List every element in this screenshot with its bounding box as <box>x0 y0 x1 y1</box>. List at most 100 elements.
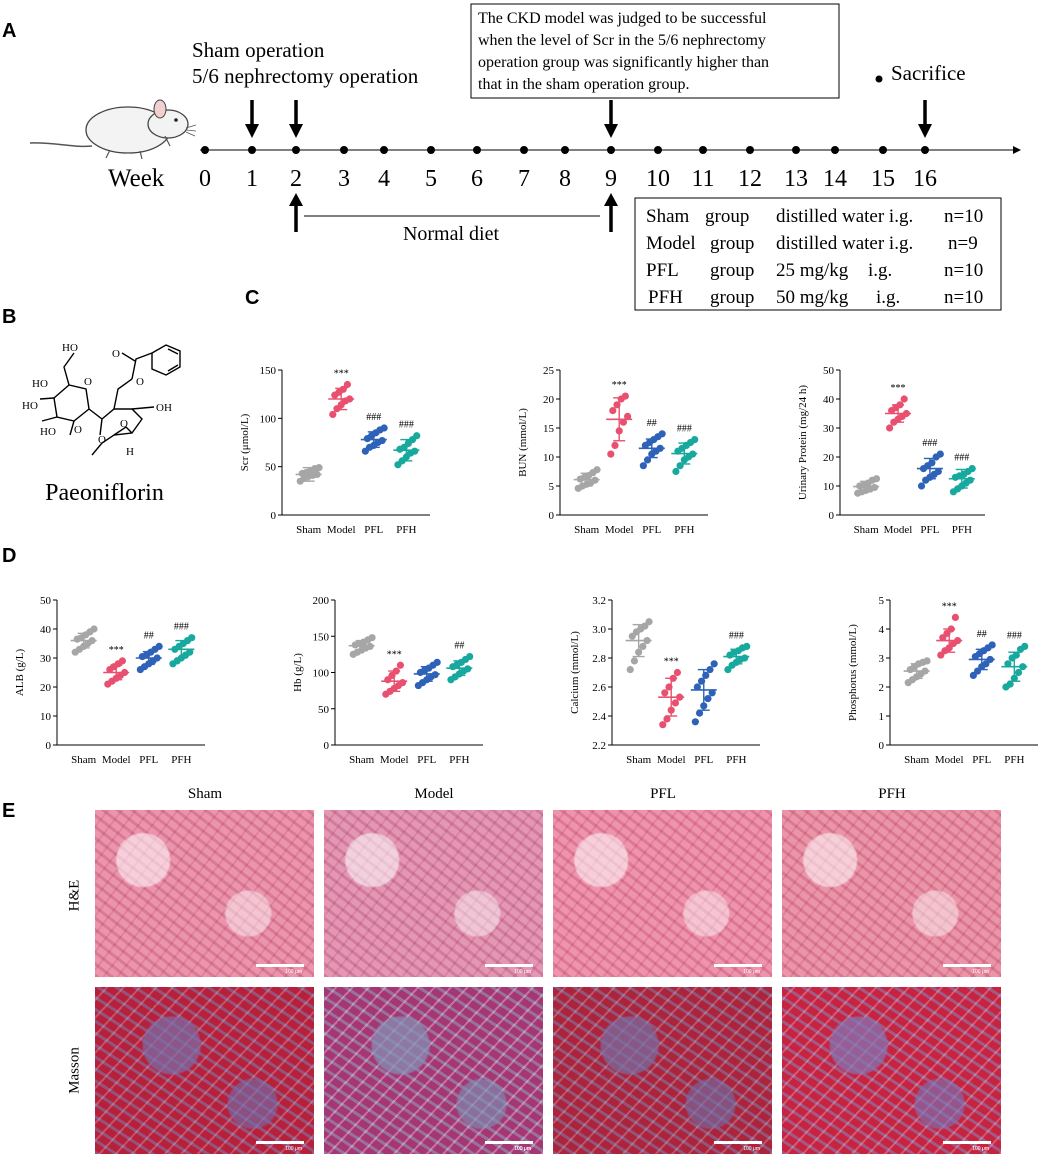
data-point <box>968 465 976 473</box>
sham-operation-label: Sham operation <box>192 38 325 62</box>
sacrifice-bullet <box>875 75 883 83</box>
svg-text:25 mg/kg: 25 mg/kg <box>776 260 849 281</box>
data-point <box>315 464 323 472</box>
data-point <box>396 661 404 669</box>
significance-label: *** <box>891 383 906 394</box>
data-point <box>1004 660 1012 668</box>
svg-text:n=10: n=10 <box>944 206 983 227</box>
y-tick-label: 1 <box>879 711 885 723</box>
week-dot-7 <box>520 146 528 154</box>
data-point <box>923 657 931 665</box>
y-tick-label: 0 <box>829 510 835 522</box>
y-axis-label: Urinary Protein (mg/24 h) <box>797 385 809 501</box>
week-label: Week <box>108 165 165 192</box>
x-tick-label: PFH <box>726 754 746 766</box>
svg-text:OH: OH <box>156 402 172 414</box>
y-axis-label: ALB (g/L) <box>14 648 26 696</box>
data-point <box>671 699 680 707</box>
data-point <box>743 642 751 651</box>
x-tick-label: Sham <box>296 524 322 536</box>
data-point <box>708 689 716 697</box>
svg-text:i.g.: i.g. <box>868 260 892 281</box>
x-tick-label: Model <box>657 754 686 766</box>
svg-text:O: O <box>136 376 144 388</box>
svg-text:n=9: n=9 <box>948 233 978 254</box>
note-line-1: The CKD model was judged to be successfu… <box>478 10 767 27</box>
he-image-sham: 100 μm <box>95 810 314 977</box>
svg-text:Model: Model <box>646 233 696 254</box>
diet-start-arrow <box>289 193 303 232</box>
masson-image-model: 100 μm <box>324 987 543 1154</box>
y-tick-label: 50 <box>318 704 330 716</box>
data-point <box>658 430 666 438</box>
significance-label: ### <box>729 630 744 641</box>
y-tick-label: 10 <box>40 711 52 723</box>
y-tick-label: 2 <box>879 682 885 694</box>
chart-3: 0 10 20 30 40 50 ALB (g/L) Sham Model PFL PFH *** ##… <box>14 595 205 766</box>
week-dot-3 <box>340 146 348 154</box>
operation-arrow-week1 <box>245 100 259 138</box>
y-tick-label: 10 <box>823 481 835 493</box>
compound-name: Paeoniflorin <box>45 480 164 506</box>
data-point <box>672 467 680 476</box>
week-number-9: 9 <box>605 166 617 192</box>
x-tick-label: Sham <box>626 754 652 766</box>
week-dot-4 <box>380 146 388 154</box>
x-tick-label: PFL <box>642 524 661 536</box>
y-tick-label: 5 <box>549 481 555 493</box>
week-dot-14 <box>831 146 839 154</box>
data-point <box>917 482 926 490</box>
note-line-4: that in the sham operation group. <box>478 76 690 93</box>
svg-text:group: group <box>710 287 754 308</box>
data-point <box>343 380 351 389</box>
data-point <box>621 392 630 400</box>
data-point <box>593 466 601 474</box>
masson-image-pfh: 100 μm <box>782 987 1001 1154</box>
x-tick-label: Model <box>605 524 634 536</box>
y-tick-label: 10 <box>543 452 555 464</box>
svg-text:PFH: PFH <box>648 287 683 308</box>
masson-image-sham: 100 μm <box>95 987 314 1154</box>
x-tick-label: Model <box>935 754 964 766</box>
x-tick-label: Sham <box>854 524 880 536</box>
data-point <box>329 410 337 419</box>
rat-icon <box>29 99 197 160</box>
panel-label-b: B <box>2 306 17 328</box>
svg-text:n=10: n=10 <box>944 287 983 308</box>
note-line-2: when the level of Scr in the 5/6 nephrec… <box>478 32 766 49</box>
y-axis-label: Scr (μmol/L) <box>239 413 251 471</box>
normal-diet-label: Normal diet <box>403 223 500 245</box>
x-tick-label: PFH <box>952 524 972 536</box>
y-tick-label: 20 <box>543 394 555 406</box>
y-tick-label: 150 <box>260 365 277 377</box>
x-tick-label: Model <box>884 524 913 536</box>
significance-label: ### <box>1007 630 1022 641</box>
svg-text:HO: HO <box>22 400 38 412</box>
significance-label: *** <box>664 657 679 668</box>
data-point <box>90 625 98 633</box>
week-number-13: 13 <box>784 166 808 192</box>
week-dot-10 <box>654 146 662 154</box>
significance-label: ## <box>977 629 987 640</box>
x-tick-label: PFL <box>139 754 158 766</box>
data-point <box>710 660 718 668</box>
data-point <box>611 441 619 449</box>
data-point <box>399 679 407 687</box>
data-point <box>695 709 704 717</box>
model-success-note-box <box>470 3 840 99</box>
week-number-12: 12 <box>738 166 762 192</box>
week-number-5: 5 <box>425 166 437 192</box>
x-tick-label: PFL <box>417 754 436 766</box>
y-tick-label: 50 <box>265 462 277 474</box>
chart-4: 0 50 100 150 200 Hb (g/L) Sham Model PFL PFH *** ## <box>292 595 483 766</box>
histology-column-model: Model <box>414 786 454 802</box>
histology-column-pfh: PFH <box>878 786 906 802</box>
data-point <box>966 476 974 484</box>
week-number-14: 14 <box>823 166 847 192</box>
significance-label: ### <box>174 622 189 633</box>
diet-end-arrow <box>604 193 618 232</box>
data-point <box>188 634 196 642</box>
week-number-7: 7 <box>518 166 530 192</box>
group-row-model: Model group distilled water i.g. n=9 <box>646 233 978 254</box>
